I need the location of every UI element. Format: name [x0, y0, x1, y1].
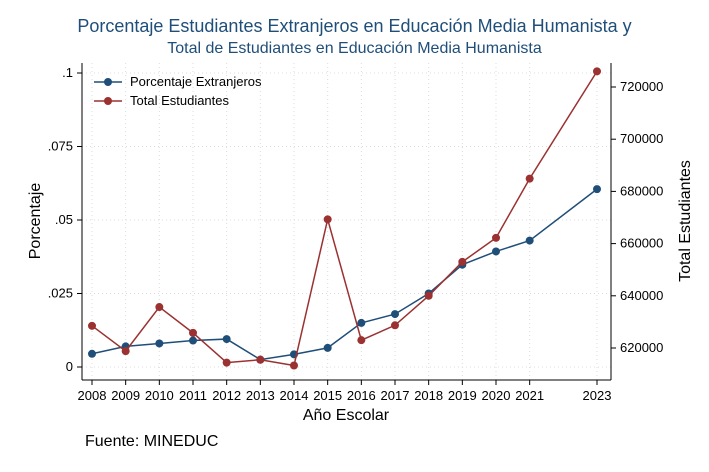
legend: Porcentaje Extranjeros Total Estudiantes — [94, 74, 262, 108]
y-right-tick-label: 660000 — [620, 236, 663, 251]
grid-lines — [82, 63, 611, 380]
data-point-total — [290, 361, 298, 370]
data-point-pct — [88, 349, 96, 358]
data-point-total — [458, 257, 467, 266]
data-point-total — [525, 174, 534, 183]
data-point-total — [222, 358, 231, 367]
data-point-pct — [391, 310, 399, 319]
x-axis-label: Año Escolar — [303, 407, 390, 424]
x-tick-label: 2023 — [583, 388, 612, 403]
data-point-total — [155, 303, 164, 312]
data-point-total — [357, 336, 366, 345]
data-point-pct — [492, 247, 500, 256]
x-tick-label: 2015 — [313, 388, 342, 403]
x-tick-label: 2017 — [381, 388, 410, 403]
data-point-total — [391, 321, 399, 330]
x-tick-label: 2014 — [280, 388, 309, 403]
x-tick-label: 2010 — [145, 388, 174, 403]
tick-labels: 2008 2009 2010 2011 2012 2013 2014 2015 2016 2017… — [48, 65, 664, 403]
data-point-total — [88, 321, 96, 330]
y-right-tick-label: 680000 — [620, 183, 663, 198]
x-tick-label: 2018 — [414, 388, 443, 403]
x-tick-label: 2009 — [111, 388, 140, 403]
y-left-tick-label: .075 — [48, 139, 73, 154]
y-left-tick-label: .1 — [62, 65, 73, 80]
data-point-pct — [593, 185, 601, 194]
y-axis-label-right: Total Estudiantes — [677, 160, 694, 282]
legend-swatch-marker-pct — [104, 78, 112, 86]
x-tick-label: 2008 — [78, 388, 107, 403]
x-tick-label: 2012 — [212, 388, 241, 403]
data-point-total — [256, 355, 265, 364]
x-tick-label: 2013 — [246, 388, 275, 403]
data-point-total — [189, 328, 197, 337]
x-tick-label: 2011 — [179, 388, 207, 403]
data-point-total — [492, 233, 500, 242]
y-left-tick-label: .05 — [55, 212, 73, 227]
y-right-tick-label: 700000 — [620, 131, 663, 146]
y-left-tick-label: .025 — [48, 286, 73, 301]
chart-subtitle: Total de Estudiantes en Educación Media … — [167, 40, 542, 57]
data-point-pct — [323, 343, 332, 352]
data-point-total — [121, 347, 130, 356]
series-line-pct — [91, 188, 598, 361]
legend-label-total: Total Estudiantes — [130, 93, 230, 108]
axes — [81, 63, 612, 381]
x-tick-label: 2020 — [482, 388, 511, 403]
data-point-total — [593, 67, 601, 76]
x-tick-label: 2016 — [347, 388, 376, 403]
legend-label-pct: Porcentaje Extranjeros — [130, 74, 262, 89]
y-right-tick-label: 640000 — [620, 288, 663, 303]
x-tick-label: 2021 — [515, 388, 544, 403]
source-note: Fuente: MINEDUC — [85, 433, 219, 450]
legend-swatch-marker-total — [104, 97, 112, 105]
data-point-pct — [525, 236, 534, 245]
data-point-pct — [357, 318, 366, 327]
chart-title: Porcentaje Estudiantes Extranjeros en Ed… — [77, 16, 632, 36]
y-right-tick-label: 720000 — [620, 79, 663, 94]
data-series — [88, 67, 601, 370]
data-point-pct — [189, 336, 197, 345]
data-point-total — [323, 215, 332, 224]
data-point-total — [424, 291, 433, 300]
data-point-pct — [155, 339, 164, 348]
data-point-pct — [222, 335, 231, 344]
y-axis-label-left: Porcentaje — [27, 183, 44, 260]
series-line-total — [91, 70, 598, 367]
y-left-tick-label: 0 — [66, 359, 73, 374]
x-tick-label: 2019 — [448, 388, 477, 403]
y-right-tick-label: 620000 — [620, 340, 663, 355]
